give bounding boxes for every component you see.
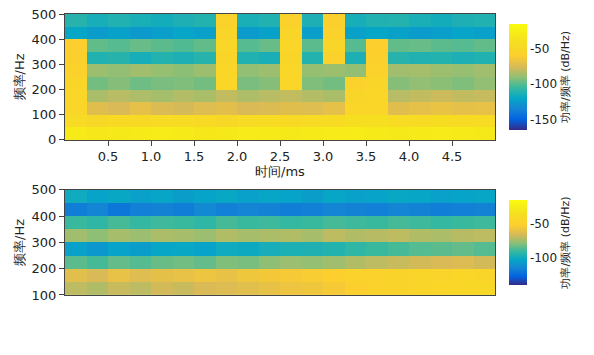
svg-text:时间/ms: 时间/ms: [255, 164, 305, 179]
svg-text:400: 400: [32, 32, 57, 47]
svg-text:频率/Hz: 频率/Hz: [12, 219, 27, 266]
svg-text:300: 300: [32, 57, 57, 72]
svg-text:3.5: 3.5: [356, 149, 377, 164]
svg-text:100: 100: [32, 107, 57, 122]
svg-text:500: 500: [32, 182, 57, 197]
svg-text:频率/Hz: 频率/Hz: [12, 53, 27, 100]
svg-text:-50: -50: [530, 42, 550, 56]
svg-text:4.0: 4.0: [399, 149, 420, 164]
svg-text:0.5: 0.5: [98, 149, 119, 164]
svg-text:0: 0: [48, 132, 56, 147]
svg-text:功率/频率 (dB/Hz): 功率/频率 (dB/Hz): [559, 196, 572, 288]
svg-text:3.0: 3.0: [313, 149, 334, 164]
svg-text:1.5: 1.5: [184, 149, 205, 164]
svg-text:4.5: 4.5: [442, 149, 463, 164]
svg-text:-100: -100: [530, 77, 557, 91]
svg-text:2.5: 2.5: [270, 149, 291, 164]
svg-text:300: 300: [32, 235, 57, 250]
svg-text:100: 100: [32, 288, 57, 303]
svg-text:功率/频率 (dB/Hz): 功率/频率 (dB/Hz): [559, 31, 572, 123]
svg-text:-150: -150: [530, 113, 557, 127]
svg-text:200: 200: [32, 82, 57, 97]
svg-text:1.0: 1.0: [141, 149, 162, 164]
svg-text:500: 500: [32, 7, 57, 22]
svg-text:-50: -50: [530, 217, 550, 231]
svg-text:2.0: 2.0: [227, 149, 248, 164]
svg-text:400: 400: [32, 209, 57, 224]
svg-text:200: 200: [32, 261, 57, 276]
svg-text:-100: -100: [530, 251, 557, 265]
